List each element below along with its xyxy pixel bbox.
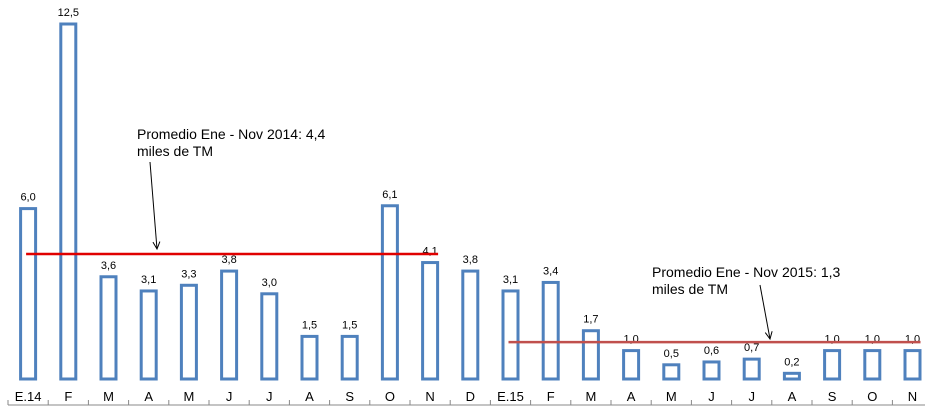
value-label: 1,0 bbox=[824, 334, 839, 346]
x-tick-label: A bbox=[144, 389, 153, 404]
bar bbox=[823, 349, 842, 381]
value-label: 3,3 bbox=[181, 268, 196, 280]
x-tick-label: M bbox=[666, 389, 677, 404]
annotation-arrow bbox=[149, 161, 158, 250]
bar bbox=[421, 261, 440, 381]
x-tick-label: D bbox=[466, 389, 475, 404]
bar bbox=[782, 371, 801, 381]
value-label: 6,1 bbox=[382, 189, 397, 201]
x-tick-label: J bbox=[748, 389, 755, 404]
value-label: 12,5 bbox=[58, 7, 79, 19]
bar bbox=[501, 289, 520, 381]
value-label: 3,0 bbox=[262, 277, 277, 289]
value-label: 0,5 bbox=[664, 348, 679, 360]
bar bbox=[260, 292, 279, 381]
x-tick-label: J bbox=[708, 389, 715, 404]
x-tick-label: J bbox=[266, 389, 273, 404]
x-tick-label: N bbox=[425, 389, 434, 404]
x-tick-label: S bbox=[345, 389, 354, 404]
bar bbox=[662, 363, 681, 381]
bar bbox=[742, 357, 761, 381]
x-tick-label: A bbox=[627, 389, 636, 404]
annotation-arrow bbox=[759, 284, 771, 340]
value-label: 3,1 bbox=[141, 274, 156, 286]
x-tick-label: N bbox=[908, 389, 917, 404]
annotation: miles de TM bbox=[652, 281, 728, 297]
annotation: Promedio Ene - Nov 2014: 4,4 bbox=[137, 126, 326, 142]
annotation: Promedio Ene - Nov 2015: 1,3 bbox=[652, 264, 841, 280]
x-tick-label: F bbox=[547, 389, 555, 404]
bar bbox=[139, 289, 158, 381]
value-label: 3,8 bbox=[221, 254, 236, 266]
value-label: 4,1 bbox=[422, 246, 437, 258]
bar bbox=[220, 269, 239, 381]
x-tick-label: M bbox=[585, 389, 596, 404]
bar bbox=[179, 283, 198, 381]
bar bbox=[863, 349, 882, 381]
x-tick-label: O bbox=[867, 389, 877, 404]
value-label: 1,0 bbox=[623, 334, 638, 346]
bar bbox=[59, 22, 78, 381]
value-label: 6,0 bbox=[20, 192, 35, 204]
bar bbox=[461, 269, 480, 381]
value-label: 1,0 bbox=[905, 334, 920, 346]
value-label: 0,7 bbox=[744, 342, 759, 354]
bar bbox=[622, 349, 641, 381]
value-label: 1,0 bbox=[865, 334, 880, 346]
value-label: 0,2 bbox=[784, 356, 799, 368]
value-label: 1,5 bbox=[302, 319, 317, 331]
value-label: 3,6 bbox=[101, 260, 116, 272]
bar bbox=[541, 280, 560, 381]
value-label: 0,6 bbox=[704, 345, 719, 357]
x-tick-label: E.14 bbox=[15, 389, 42, 404]
annotation: miles de TM bbox=[137, 143, 213, 159]
bar bbox=[99, 275, 118, 381]
annotation-arrowhead bbox=[764, 331, 773, 341]
x-tick-label: O bbox=[385, 389, 395, 404]
value-label: 1,7 bbox=[583, 314, 598, 326]
bar bbox=[903, 349, 922, 381]
bar bbox=[19, 207, 38, 381]
value-label: 3,1 bbox=[503, 274, 518, 286]
bar bbox=[300, 334, 319, 381]
value-label: 1,5 bbox=[342, 319, 357, 331]
bar bbox=[702, 360, 721, 381]
x-tick-label: A bbox=[305, 389, 314, 404]
x-tick-label: S bbox=[828, 389, 837, 404]
x-tick-label: F bbox=[64, 389, 72, 404]
x-tick-label: M bbox=[103, 389, 114, 404]
value-label: 3,8 bbox=[463, 254, 478, 266]
x-tick-label: M bbox=[183, 389, 194, 404]
bar bbox=[340, 334, 359, 381]
bar bbox=[581, 329, 600, 381]
annotation-arrowhead bbox=[152, 241, 161, 251]
x-tick-label: E.15 bbox=[497, 389, 524, 404]
x-tick-label: J bbox=[226, 389, 233, 404]
x-tick-label: A bbox=[788, 389, 797, 404]
value-label: 3,4 bbox=[543, 265, 558, 277]
bar bbox=[380, 204, 399, 381]
